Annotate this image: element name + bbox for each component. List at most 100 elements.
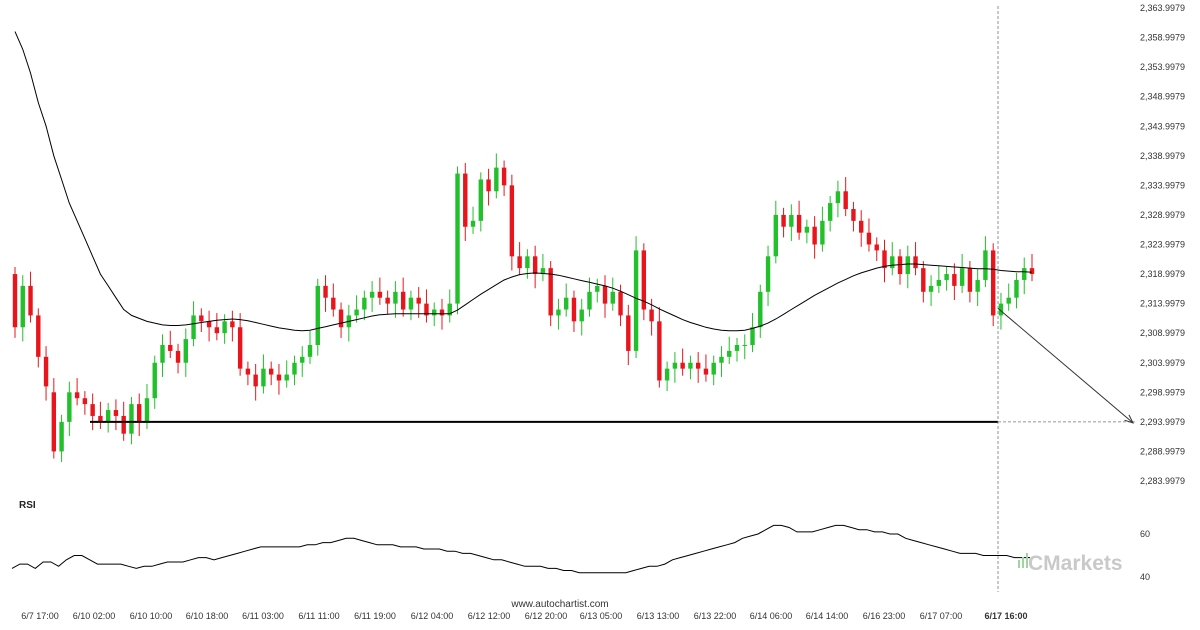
time-tick-label: 6/17 07:00 [920, 611, 963, 621]
candle-up [261, 368, 266, 387]
candle-down [626, 315, 631, 351]
candle-up [959, 268, 965, 286]
candle-down [439, 309, 445, 316]
candle-up [393, 291, 398, 304]
candle-down [897, 256, 903, 275]
time-tick-label: 6/12 12:00 [468, 611, 511, 621]
candle-down [843, 191, 848, 210]
candle-up [587, 291, 592, 310]
candle-down [253, 374, 258, 387]
candle-up [292, 362, 297, 375]
time-tick-label: 6/12 04:00 [411, 611, 454, 621]
candle-up [222, 321, 227, 334]
candle-down [874, 244, 879, 251]
candle-down [781, 214, 786, 227]
candle-up [998, 303, 1004, 316]
candle-down [214, 327, 220, 334]
candle-down [657, 321, 662, 381]
candles [12, 153, 1035, 463]
candle-down [36, 315, 41, 357]
candle-up [610, 291, 615, 304]
candle-up [789, 214, 794, 227]
candle-up [20, 285, 25, 328]
candle-down [276, 374, 282, 381]
candle-up [152, 362, 157, 399]
candle-down [338, 309, 344, 328]
candle-up [820, 220, 825, 245]
candle-down [851, 209, 856, 221]
time-tick-label: 6/14 14:00 [806, 611, 849, 621]
candle-up [1014, 279, 1019, 298]
price-tick-label: 2,338.9979 [1140, 151, 1185, 161]
candle-down [796, 214, 802, 233]
time-tick-label: 6/14 06:00 [750, 611, 793, 621]
time-tick-label: 6/11 19:00 [354, 611, 396, 621]
time-tick-label: 6/11 11:00 [298, 611, 339, 621]
candle-down [377, 291, 383, 298]
candle-up [719, 356, 724, 363]
candle-down [416, 297, 421, 304]
price-tick-label: 2,293.9979 [1140, 417, 1185, 427]
candle-up [773, 214, 779, 257]
time-tick-label: 6/13 05:00 [580, 611, 623, 621]
brand-logo-mark [1018, 553, 1028, 568]
candle-up [354, 309, 359, 316]
candle-up [478, 179, 484, 221]
candle-down [967, 268, 973, 292]
candle-up [1006, 297, 1011, 304]
candle-up [734, 345, 740, 351]
time-tick-label: 6/10 10:00 [130, 611, 173, 621]
rsi-label: RSI [19, 500, 36, 511]
rsi-tick-label: 40 [1140, 572, 1150, 582]
candle-down [121, 415, 126, 434]
time-tick-label: 6/17 16:00 [984, 611, 1027, 621]
price-tick-label: 2,298.9979 [1140, 387, 1185, 397]
candle-up [144, 398, 150, 422]
candle-down [703, 368, 709, 375]
candle-up [362, 297, 367, 310]
moving-average-line [14, 31, 1033, 332]
candle-up [742, 345, 747, 347]
candle-up [432, 309, 437, 316]
candle-down [28, 285, 33, 316]
candle-up [827, 203, 833, 221]
price-tick-label: 2,288.9979 [1140, 446, 1185, 456]
candle-up [579, 309, 584, 322]
candle-up [765, 256, 771, 292]
price-tick-label: 2,283.9979 [1140, 476, 1185, 486]
candle-down [1029, 268, 1035, 275]
candle-up [804, 226, 810, 233]
projection-arrowhead [1124, 414, 1134, 424]
candle-down [385, 297, 390, 304]
candle-up [447, 303, 452, 316]
candle-down [463, 173, 468, 227]
price-tick-label: 2,363.9979 [1140, 3, 1185, 13]
candle-up [455, 173, 460, 304]
candle-up [494, 167, 499, 192]
candle-up [470, 220, 476, 227]
candle-down [882, 250, 887, 269]
candle-up [540, 268, 546, 275]
candle-down [486, 179, 491, 192]
candle-down [501, 167, 507, 186]
candle-up [183, 339, 188, 363]
time-tick-label: 6/7 17:00 [21, 611, 59, 621]
candle-down [571, 297, 577, 322]
brand-bar [1018, 560, 1020, 568]
candle-up [975, 279, 980, 292]
candle-down [695, 362, 701, 369]
candle-down [90, 404, 95, 416]
projection-arrow [997, 307, 1134, 424]
candle-down [866, 232, 872, 245]
time-tick-label: 6/11 03:00 [242, 611, 284, 621]
price-tick-label: 2,318.9979 [1140, 269, 1185, 279]
candle-up [983, 250, 988, 280]
rsi-tick-label: 60 [1140, 529, 1150, 539]
candle-down [323, 285, 328, 298]
candle-up [936, 279, 942, 286]
candle-down [43, 356, 49, 387]
candle-up [664, 368, 670, 381]
candle-up [1022, 268, 1027, 280]
candle-down [618, 291, 623, 316]
